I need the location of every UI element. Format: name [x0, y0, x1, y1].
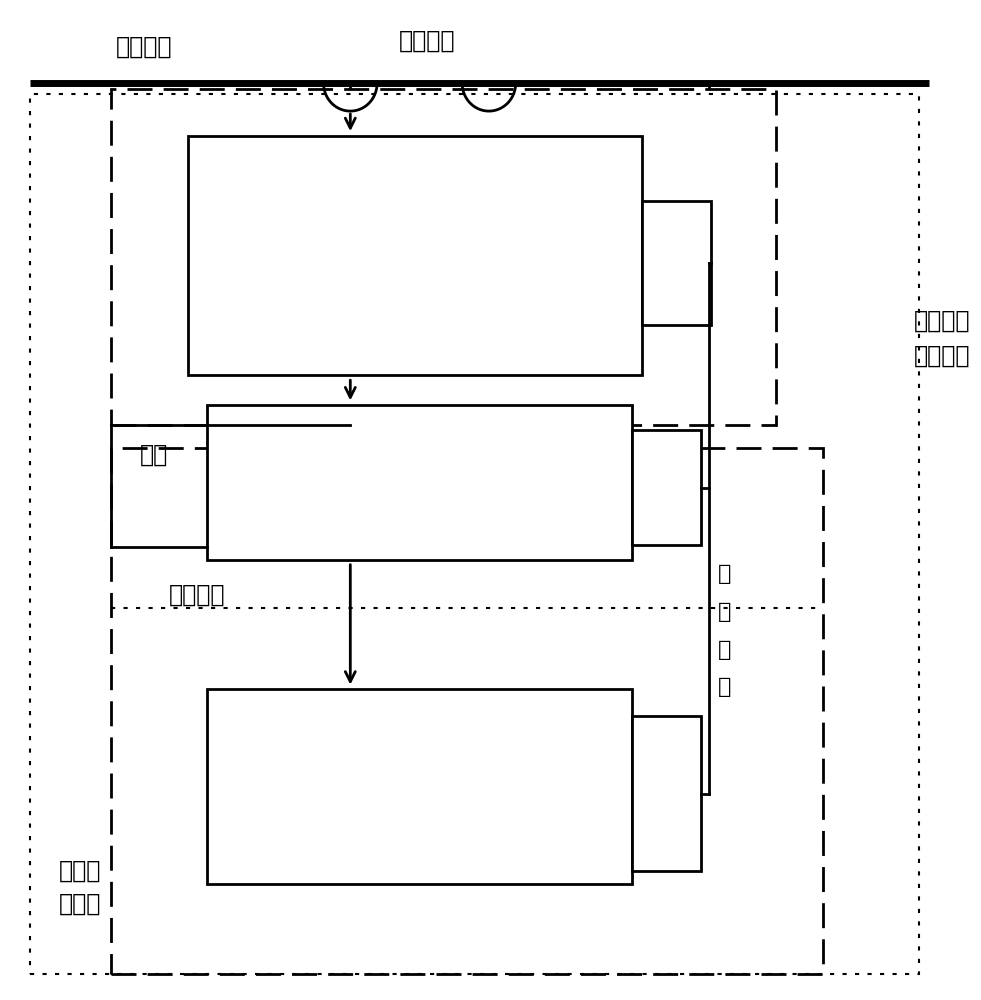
Text: 流互感器: 流互感器 [914, 343, 971, 367]
Text: 保护室: 保护室 [59, 892, 101, 916]
Bar [642, 201, 710, 325]
Text: 光纤: 光纤 [140, 443, 169, 467]
Text: 控制、保护系统: 控制、保护系统 [364, 774, 475, 800]
Text: 光电流传感器: 光电流传感器 [367, 243, 462, 269]
Text: 控制、: 控制、 [59, 859, 101, 883]
Text: 光电式电: 光电式电 [914, 308, 971, 332]
Text: 光信号: 光信号 [235, 460, 278, 484]
Bar [633, 716, 701, 871]
Bar [111, 89, 776, 425]
Text: 数字信号: 数字信号 [169, 583, 226, 607]
Text: 光数字转换器: 光数字转换器 [372, 470, 467, 496]
Bar [207, 689, 633, 884]
Bar [187, 136, 642, 375]
Text: 模拟信号: 模拟信号 [398, 28, 455, 52]
Bar [111, 448, 823, 974]
Bar [207, 405, 633, 560]
Text: 据: 据 [718, 602, 732, 622]
Text: 一次线路: 一次线路 [116, 34, 173, 58]
Text: 网: 网 [718, 640, 732, 660]
Bar [633, 430, 701, 545]
Bar [30, 94, 919, 974]
Text: 数: 数 [718, 564, 732, 584]
Text: 络: 络 [718, 677, 732, 697]
